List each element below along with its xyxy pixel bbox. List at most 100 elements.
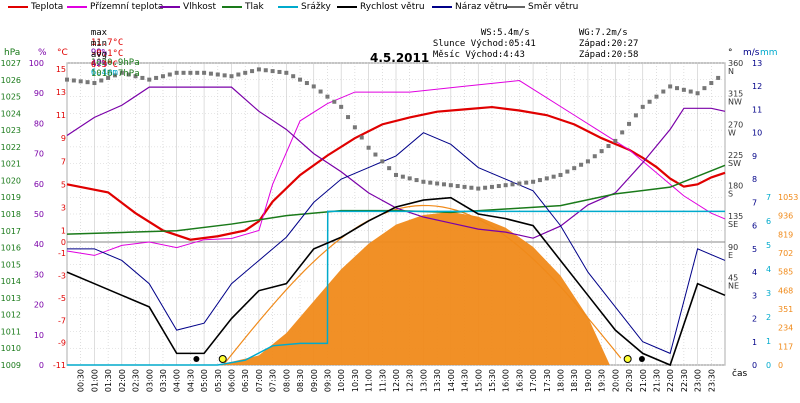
- wind-direction-point: [277, 69, 282, 74]
- wind-direction-point: [627, 121, 632, 126]
- wind-dir-compass-label: N: [728, 67, 734, 76]
- wind-dir-degree-label: 360: [728, 59, 743, 68]
- wind-dir-compass-label: SE: [728, 220, 738, 229]
- wind-direction-point: [167, 72, 172, 77]
- pressure-tick-label: 1015: [1, 260, 21, 269]
- wind-direction-point: [119, 70, 124, 75]
- wind-direction-point: [414, 178, 419, 183]
- legend-item: Srážky: [278, 1, 331, 13]
- x-tick-label: 02:00: [118, 369, 127, 392]
- temperature-tick-label: 3: [61, 203, 66, 212]
- wind-direction-point: [387, 166, 392, 171]
- wind-direction-point: [613, 138, 618, 143]
- unit-degc: °C: [57, 48, 68, 58]
- rain-tick-label: 5: [766, 241, 771, 250]
- wind-direction-point: [695, 91, 700, 96]
- pressure-tick-label: 1022: [1, 143, 21, 152]
- sun-set-info: Západ:20:27: [568, 29, 639, 49]
- wind-tick-label: 8: [752, 175, 757, 184]
- wind-dir-degree-label: 315: [728, 90, 743, 99]
- wind-direction-point: [318, 89, 323, 94]
- x-tick-label: 22:00: [666, 369, 675, 392]
- legend-item: Rychlost větru: [337, 1, 425, 13]
- pressure-tick-label: 1010: [1, 344, 21, 353]
- legend-label: Náraz větru: [455, 2, 508, 12]
- x-tick-label: 10:00: [337, 369, 346, 392]
- wind-direction-point: [373, 152, 378, 157]
- temperature-tick-label: 9: [61, 134, 66, 143]
- wind-tick-label: 13: [752, 59, 762, 68]
- x-tick-label: 07:30: [269, 369, 278, 392]
- wind-direction-point: [462, 184, 467, 189]
- wind-direction-point: [620, 130, 625, 135]
- solar-tick-label: 702: [778, 249, 793, 258]
- x-tick-label: 11:30: [378, 369, 387, 392]
- wind-direction-point: [476, 186, 481, 191]
- wind-direction-point: [243, 70, 248, 75]
- x-tick-label: 11:00: [365, 369, 374, 392]
- wind-direction-point: [202, 70, 207, 75]
- unit-deg: °: [728, 48, 733, 58]
- stats-min-hum: 42%: [90, 59, 108, 69]
- wind-direction-point: [188, 70, 193, 75]
- wind-tick-label: 12: [752, 82, 762, 91]
- series-teplota: [66, 105, 726, 241]
- x-tick-label: 22:30: [680, 369, 689, 392]
- x-tick-label: 18:00: [557, 369, 566, 392]
- x-tick-label: 03:30: [159, 369, 168, 392]
- wind-direction-point: [394, 172, 398, 177]
- wind-direction-point: [469, 185, 474, 190]
- humidity-tick-label: 20: [34, 301, 44, 310]
- legend-label: Rychlost větru: [360, 2, 425, 12]
- humidity-tick-label: 60: [34, 180, 44, 189]
- wind-direction-point: [489, 184, 494, 189]
- solar-tick-label: 0: [778, 361, 783, 370]
- wind-direction-point: [195, 70, 200, 75]
- wind-direction-point: [531, 179, 536, 184]
- wind-tick-label: 6: [752, 222, 757, 231]
- wind-ws: WS:5.4m/s: [480, 28, 530, 38]
- pressure-tick-label: 1014: [1, 277, 21, 286]
- chart-title: 4.5.2011: [370, 51, 430, 65]
- wind-tick-label: 7: [752, 198, 757, 207]
- x-tick-label: 13:00: [419, 369, 428, 392]
- sun-set: Západ:20:27: [578, 39, 639, 49]
- legend-swatch: [8, 6, 28, 8]
- legend-label: Teplota: [31, 2, 64, 12]
- legend-item: Vlhkost: [160, 1, 216, 13]
- wind-dir-degree-label: 225: [728, 151, 743, 160]
- wind-direction-point: [222, 73, 227, 78]
- wind-direction-point: [160, 74, 165, 79]
- wind-direction-point: [215, 72, 220, 77]
- wind-direction-point: [572, 166, 577, 171]
- wind-direction-point: [92, 81, 97, 86]
- x-tick-label: 09:00: [310, 369, 319, 392]
- wind-direction-point: [339, 104, 344, 109]
- wind-info: WS:5.4m/s: [470, 18, 530, 38]
- humidity-tick-label: 70: [34, 150, 44, 159]
- legend-swatch: [67, 6, 87, 8]
- wind-direction-point: [448, 183, 453, 188]
- series-sr-ky: [67, 210, 725, 366]
- pressure-tick-label: 1017: [1, 227, 21, 236]
- wind-direction-point: [599, 149, 604, 154]
- wind-tick-label: 2: [752, 315, 757, 324]
- series-p-zemn-teplota: [66, 80, 726, 256]
- x-tick-label: 15:00: [474, 369, 483, 392]
- legend-swatch: [337, 6, 357, 8]
- x-tick-label: 00:30: [77, 369, 86, 392]
- wind-direction-point: [133, 74, 138, 79]
- legend-label: Přízemní teplota: [90, 2, 164, 12]
- rain-tick-label: 0: [766, 361, 771, 370]
- wind-direction-point: [592, 154, 597, 159]
- x-tick-label: 04:30: [186, 369, 195, 392]
- wind-direction-point: [366, 145, 371, 150]
- wind-direction-point: [352, 125, 357, 130]
- wind-direction-point: [229, 74, 234, 79]
- stats-max-temp: 11.7°C: [90, 38, 124, 48]
- x-axis-label: čas: [732, 369, 748, 379]
- wind-direction-point: [332, 99, 337, 104]
- legend-swatch: [222, 6, 242, 8]
- temperature-tick-label: 1: [61, 226, 66, 235]
- x-tick-label: 17:30: [543, 369, 552, 392]
